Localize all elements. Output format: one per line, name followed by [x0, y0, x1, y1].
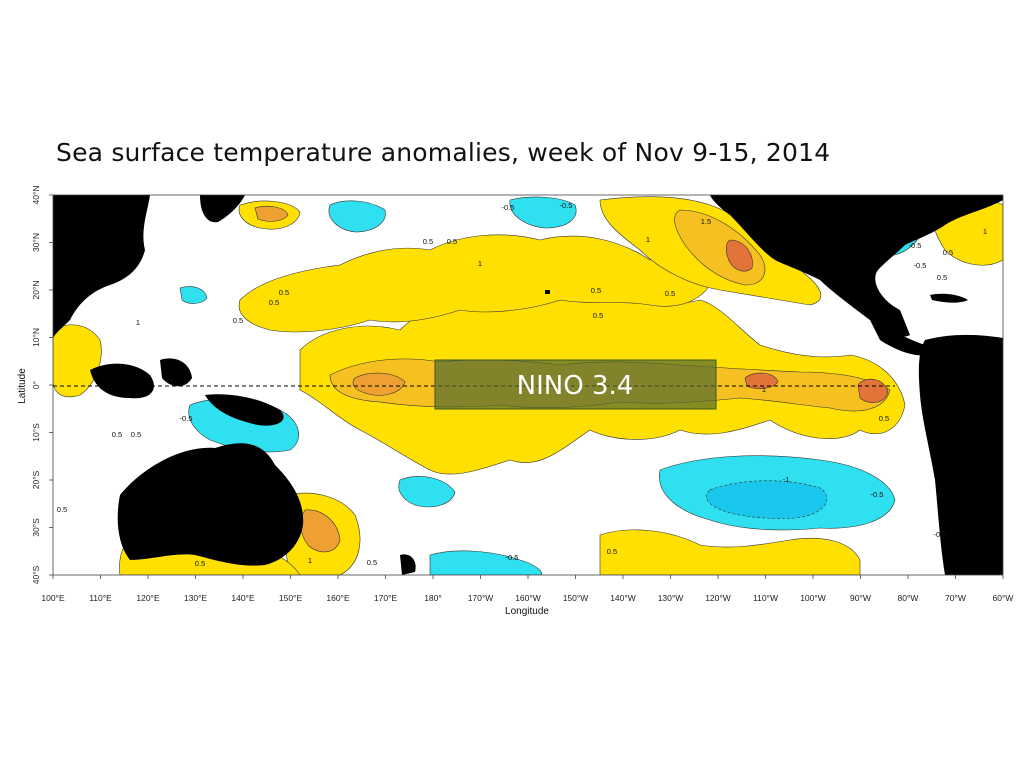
x-tick-label: 120°W: [705, 593, 731, 603]
warm-region-north-pacific: [238, 234, 711, 333]
x-axis-ticks: 100°E 110°E 120°E 130°E 140°E 150°E 160°E 170°E…: [41, 575, 1013, 603]
slide-title: Sea surface temperature anomalies, week …: [56, 138, 831, 167]
contour-label: 0.5: [57, 505, 67, 514]
x-tick-label: 150°W: [563, 593, 589, 603]
x-tick-label: 170°W: [468, 593, 494, 603]
land-new-zealand: [400, 554, 416, 575]
nino34-label: NINO 3.4: [517, 371, 634, 401]
contour-label: 0.5: [593, 311, 603, 320]
contour-label: 0.5: [367, 558, 377, 567]
x-tick-label: 110°E: [89, 593, 112, 603]
land-north-america: [710, 195, 1003, 337]
contour-label: 0.5: [131, 430, 141, 439]
contour-label: -0.5: [934, 530, 947, 539]
contour-label: 0.5: [279, 288, 289, 297]
contour-label: 1: [478, 259, 482, 268]
contour-label: 1: [646, 235, 650, 244]
contour-label: 1: [762, 385, 766, 394]
y-tick-label: 40°N: [31, 186, 41, 205]
contour-label: 0.5: [937, 273, 947, 282]
cool-core-southeast-pacific: [706, 480, 828, 519]
land-maritime-se-asia: [90, 363, 154, 399]
contour-label: 1: [308, 556, 312, 565]
x-axis-label: Longitude: [505, 606, 549, 617]
land-hawaii: [545, 290, 550, 294]
contour-label: 0.5: [665, 289, 675, 298]
nino34-box: [434, 359, 717, 410]
contour-label: 1.5: [701, 217, 711, 226]
contour-label: 0.5: [447, 237, 457, 246]
x-tick-label: 90°W: [850, 593, 871, 603]
contour-label: 0.5: [943, 248, 953, 257]
land-japan-korea: [200, 195, 245, 223]
cool-region-indonesia: [179, 286, 208, 304]
land-cuba: [930, 293, 968, 303]
land-asia: [53, 195, 150, 340]
x-tick-label: 110°W: [753, 593, 778, 603]
land-south-america: [918, 334, 1003, 575]
warm-core-japan: [254, 205, 289, 222]
land-central-america: [870, 320, 930, 356]
y-axis-label: Latitude: [17, 368, 28, 404]
y-tick-label: 40°S: [31, 565, 41, 584]
x-tick-label: 160°E: [326, 593, 350, 603]
y-axis-ticks: 40°N 30°N 20°N 10°N 0° 10°S 20°S 30°S 40°S: [31, 186, 53, 584]
contour-label: -0.5: [502, 203, 515, 212]
cool-region-north-pacific: [328, 200, 386, 233]
contour-label: -0.5: [909, 241, 922, 250]
land-australia: [117, 443, 304, 566]
y-tick-label: 10°N: [31, 328, 41, 347]
x-tick-label: 160°W: [515, 593, 541, 603]
x-tick-label: 60°W: [993, 593, 1014, 603]
contour-label: -0.5: [180, 414, 193, 423]
land-borneo-sulawesi: [160, 358, 192, 387]
contour-labels: -0.51.510.510.5 0.50.50.510.5-0.50.5-1-0.…: [57, 201, 987, 568]
warm-hotspot-equator-110w: [744, 372, 779, 389]
y-tick-label: 20°N: [31, 281, 41, 300]
cool-region-south-pacific-west: [398, 476, 456, 508]
y-tick-label: 0°: [31, 381, 41, 389]
contour-label: -1: [783, 475, 790, 484]
y-tick-label: 20°S: [31, 470, 41, 489]
x-tick-label: 100°W: [800, 593, 826, 603]
y-tick-label: 30°S: [31, 518, 41, 537]
y-tick-label: 30°N: [31, 233, 41, 252]
contour-label: 0.5: [879, 414, 889, 423]
cool-region-north-pacific-2: [509, 196, 577, 229]
x-tick-label: 140°E: [231, 593, 255, 603]
warm-region-south-pacific: [599, 529, 861, 575]
x-tick-label: 120°E: [136, 593, 160, 603]
contour-label: 0.5: [195, 559, 205, 568]
land-new-guinea: [205, 394, 284, 426]
x-tick-label: 100°E: [41, 593, 65, 603]
contour-label: 0.5: [269, 298, 279, 307]
contour-label: 0.5: [423, 237, 433, 246]
x-tick-label: 180°: [424, 593, 442, 603]
x-tick-label: 80°W: [898, 593, 919, 603]
x-tick-label: 150°E: [279, 593, 303, 603]
contour-label: -0.5: [914, 261, 927, 270]
warm-hotspot-baja: [725, 239, 753, 272]
x-tick-label: 170°E: [374, 593, 398, 603]
contour-label: -0.5: [506, 553, 519, 562]
x-tick-label: 130°W: [658, 593, 684, 603]
contour-label: 1: [983, 227, 987, 236]
contour-label: 1: [136, 318, 140, 327]
x-tick-label: 70°W: [945, 593, 966, 603]
y-tick-label: 10°S: [31, 423, 41, 442]
contour-label: -0.5: [871, 490, 884, 499]
x-tick-label: 140°W: [610, 593, 636, 603]
warm-hotspot-equator-90w: [857, 378, 889, 403]
warm-hotspot-equator-west: [352, 372, 406, 396]
contour-label: 0.5: [112, 430, 122, 439]
contour-label: -0.5: [560, 201, 573, 210]
contour-label: 0.5: [591, 286, 601, 295]
contour-label: 0.5: [233, 316, 243, 325]
contour-label: 0.5: [607, 547, 617, 556]
x-tick-label: 130°E: [184, 593, 208, 603]
